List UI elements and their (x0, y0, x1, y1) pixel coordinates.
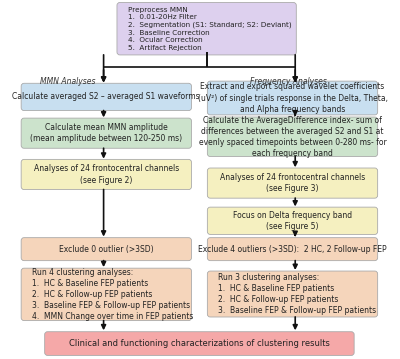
Text: Preprocess MMN
1.  0.01-20Hz Filter
2.  Segmentation (S1: Standard; S2: Deviant): Preprocess MMN 1. 0.01-20Hz Filter 2. Se… (128, 7, 292, 51)
FancyBboxPatch shape (21, 159, 192, 190)
Text: Exclude 0 outlier (>3SD): Exclude 0 outlier (>3SD) (59, 244, 154, 254)
FancyBboxPatch shape (45, 332, 354, 355)
Text: Calculate the AverageDifference index- sum of
differences between the averaged S: Calculate the AverageDifference index- s… (199, 116, 386, 158)
FancyBboxPatch shape (207, 207, 378, 234)
Text: MMN Analyses: MMN Analyses (40, 77, 95, 87)
Text: Analyses of 24 frontocentral channels
(see Figure 3): Analyses of 24 frontocentral channels (s… (220, 173, 365, 193)
FancyBboxPatch shape (117, 3, 296, 55)
FancyBboxPatch shape (21, 268, 192, 321)
Text: Frequency Analyses: Frequency Analyses (250, 77, 326, 87)
FancyBboxPatch shape (207, 117, 378, 157)
Text: Extract and export squared wavelet coefficients
(uV²) of single trials response : Extract and export squared wavelet coeff… (198, 83, 388, 113)
FancyBboxPatch shape (207, 271, 378, 317)
Text: Analyses of 24 frontocentral channels
(see Figure 2): Analyses of 24 frontocentral channels (s… (34, 164, 179, 185)
Text: Run 3 clustering analyses:
1.  HC & Baseline FEP patients
2.  HC & Follow-up FEP: Run 3 clustering analyses: 1. HC & Basel… (218, 273, 376, 315)
Text: Focus on Delta frequency band
(see Figure 5): Focus on Delta frequency band (see Figur… (233, 211, 352, 231)
Text: Calculate averaged S2 – averaged S1 waveforms: Calculate averaged S2 – averaged S1 wave… (12, 92, 200, 102)
FancyBboxPatch shape (207, 238, 378, 261)
Text: Clinical and functioning characterizations of clustering results: Clinical and functioning characterizatio… (69, 339, 330, 348)
FancyBboxPatch shape (207, 81, 378, 115)
FancyBboxPatch shape (21, 238, 192, 261)
Text: Exclude 4 outliers (>3SD):  2 HC, 2 Follow-up FEP: Exclude 4 outliers (>3SD): 2 HC, 2 Follo… (198, 244, 387, 254)
FancyBboxPatch shape (207, 168, 378, 198)
Text: Run 4 clustering analyses:
1.  HC & Baseline FEP patients
2.  HC & Follow-up FEP: Run 4 clustering analyses: 1. HC & Basel… (32, 268, 193, 321)
Text: Calculate mean MMN amplitude
(mean amplitude between 120-250 ms): Calculate mean MMN amplitude (mean ampli… (30, 123, 182, 143)
FancyBboxPatch shape (21, 118, 192, 148)
FancyBboxPatch shape (21, 83, 192, 111)
